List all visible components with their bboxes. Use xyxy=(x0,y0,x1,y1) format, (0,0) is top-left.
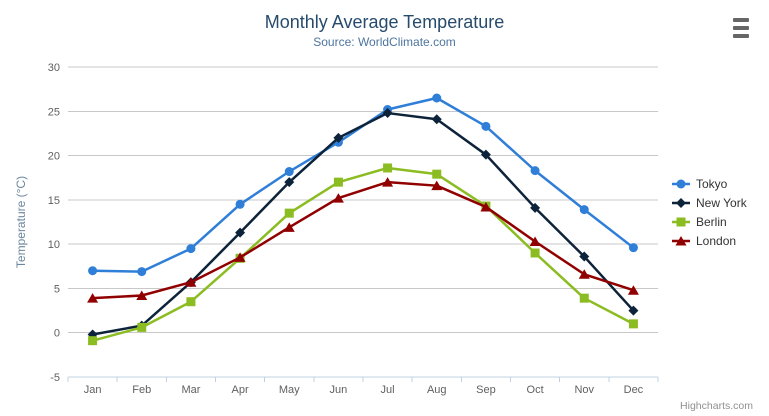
data-point-berlin[interactable] xyxy=(530,248,540,258)
series-line-tokyo[interactable] xyxy=(91,96,635,273)
y-axis-label: 25 xyxy=(48,106,60,118)
x-axis-label: May xyxy=(279,384,300,396)
data-point-london[interactable] xyxy=(136,290,148,301)
legend-marker xyxy=(676,197,686,208)
legend-label: London xyxy=(696,233,737,248)
legend: Tokyo New York Berlin London xyxy=(671,174,747,250)
data-point-tokyo[interactable] xyxy=(481,121,491,131)
x-axis-label: Jan xyxy=(84,384,102,396)
data-point-berlin[interactable] xyxy=(88,336,98,346)
data-point-london[interactable] xyxy=(431,180,443,191)
x-axis-label: Aug xyxy=(427,384,447,396)
chart-subtitle: Source: WorldClimate.com xyxy=(313,35,456,49)
data-point-tokyo[interactable] xyxy=(137,267,147,277)
legend-item-berlin[interactable]: Berlin xyxy=(671,212,747,231)
legend-item-new-york[interactable]: New York xyxy=(671,193,747,212)
data-point-tokyo[interactable] xyxy=(530,166,540,176)
data-point-london[interactable] xyxy=(529,236,541,246)
data-point-berlin[interactable] xyxy=(284,208,294,218)
legend-label: Tokyo xyxy=(696,176,728,191)
data-point-tokyo[interactable] xyxy=(432,93,442,103)
series-line-london[interactable] xyxy=(91,180,635,300)
x-axis-label: Dec xyxy=(624,384,644,396)
data-point-tokyo[interactable] xyxy=(284,167,294,177)
data-point-london[interactable] xyxy=(87,293,99,303)
data-point-berlin[interactable] xyxy=(186,297,196,307)
x-axis-label: Jul xyxy=(381,384,395,396)
data-point-berlin[interactable] xyxy=(137,322,147,332)
x-axis-label: Sep xyxy=(476,384,496,396)
legend-symbol-triangle xyxy=(672,235,690,245)
x-axis-label: Feb xyxy=(132,384,151,396)
legend-symbol-square xyxy=(672,217,690,226)
legend-symbol-circle xyxy=(672,179,690,188)
data-point-new-york[interactable] xyxy=(628,305,639,316)
data-point-tokyo[interactable] xyxy=(579,205,589,215)
legend-label: Berlin xyxy=(696,214,727,229)
x-axis-label: Apr xyxy=(232,384,249,396)
data-point-new-york[interactable] xyxy=(431,114,442,125)
series-line-berlin[interactable] xyxy=(91,166,635,342)
y-axis-label: 30 xyxy=(48,62,60,74)
data-point-london[interactable] xyxy=(234,252,246,262)
y-axis-label: -5 xyxy=(50,372,60,384)
data-point-london[interactable] xyxy=(480,201,492,212)
data-point-london[interactable] xyxy=(283,222,295,232)
legend-symbol-diamond xyxy=(672,197,690,208)
credits-link[interactable]: Highcharts.com xyxy=(680,400,753,412)
data-point-new-york[interactable] xyxy=(480,149,491,160)
data-point-berlin[interactable] xyxy=(628,319,638,329)
data-point-tokyo[interactable] xyxy=(88,266,98,276)
data-point-london[interactable] xyxy=(627,285,639,295)
legend-marker xyxy=(676,179,686,188)
hamburger-icon xyxy=(733,34,749,38)
data-point-tokyo[interactable] xyxy=(628,243,638,253)
y-axis-label: 10 xyxy=(48,239,60,251)
x-axis-label: Mar xyxy=(181,384,200,396)
data-point-tokyo[interactable] xyxy=(186,244,196,254)
legend-marker xyxy=(675,235,687,245)
data-point-london[interactable] xyxy=(382,177,394,187)
legend-item-tokyo[interactable]: Tokyo xyxy=(671,174,747,193)
data-point-new-york[interactable] xyxy=(235,227,246,238)
y-axis-title: Temperature (°C) xyxy=(14,176,28,268)
x-axis-label: Jun xyxy=(330,384,348,396)
data-point-new-york[interactable] xyxy=(579,251,590,262)
data-point-london[interactable] xyxy=(578,269,590,279)
series-line-new-york[interactable] xyxy=(91,111,635,336)
hamburger-icon xyxy=(733,26,749,30)
y-axis-label: 0 xyxy=(54,328,60,340)
data-point-berlin[interactable] xyxy=(579,293,589,303)
legend-marker xyxy=(676,217,686,226)
hamburger-icon xyxy=(733,18,749,22)
data-point-new-york[interactable] xyxy=(284,177,295,188)
legend-label: New York xyxy=(696,195,747,210)
data-point-berlin[interactable] xyxy=(333,177,343,187)
data-point-berlin[interactable] xyxy=(432,169,442,179)
chart-title: Monthly Average Temperature xyxy=(264,12,505,32)
data-point-tokyo[interactable] xyxy=(235,199,245,209)
data-point-london[interactable] xyxy=(332,193,344,203)
y-axis-label: 15 xyxy=(48,195,60,207)
legend-item-london[interactable]: London xyxy=(671,231,747,250)
data-point-new-york[interactable] xyxy=(382,108,393,119)
data-point-london[interactable] xyxy=(185,277,197,287)
x-axis-label: Nov xyxy=(574,384,594,396)
data-point-new-york[interactable] xyxy=(333,132,344,143)
export-menu-button[interactable] xyxy=(729,16,753,44)
data-point-berlin[interactable] xyxy=(383,163,393,173)
x-axis-label: Oct xyxy=(527,384,544,396)
y-axis-label: 20 xyxy=(48,151,60,163)
data-point-new-york[interactable] xyxy=(530,202,541,213)
y-axis-label: 5 xyxy=(54,283,60,295)
